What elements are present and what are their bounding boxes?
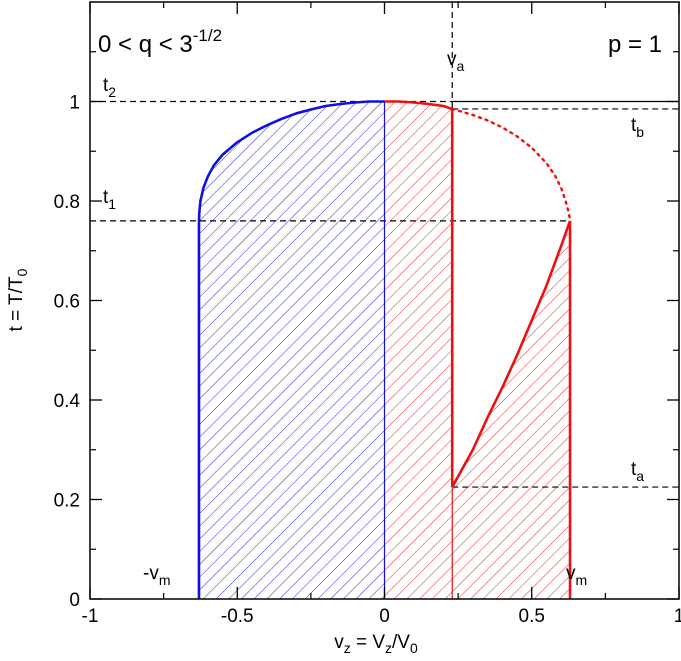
- x-axis-title: vz = Vz/V0: [334, 632, 418, 656]
- annotation-vm: vm: [566, 563, 587, 588]
- y-tick-label: 0.8: [54, 192, 80, 213]
- x-axis-title-mid: = V: [351, 632, 386, 653]
- hatched-regions: [198, 101, 571, 599]
- y-axis-title-main: t = T/T: [6, 276, 27, 331]
- annotation-ta-sub: a: [636, 468, 644, 484]
- blue-hatched-region: [198, 101, 385, 599]
- annotation-vm-main: v: [566, 563, 576, 584]
- x-axis-title-main: v: [334, 632, 344, 653]
- annotation-t1-main: t: [103, 187, 109, 208]
- y-tick-label: 0: [69, 590, 80, 611]
- annotation-neg-vm: -vm: [143, 563, 171, 588]
- x-axis-title-tail-sub: 0: [410, 640, 418, 656]
- y-tick-label: 0.2: [54, 491, 80, 512]
- y-axis-title: t = T/T0: [6, 268, 30, 331]
- x-tick-label: 1: [674, 606, 681, 627]
- annotation-tb-sub: b: [636, 124, 644, 140]
- annotation-va-sub: a: [457, 58, 465, 74]
- annotation-ta-main: t: [631, 459, 637, 480]
- annotation-tb-main: t: [631, 115, 637, 136]
- annotation-t2: t2: [103, 75, 116, 100]
- blue-series-line: [197, 100, 385, 221]
- x-axis-title-mid-sub: z: [385, 640, 392, 656]
- annotation-va: va: [447, 49, 465, 74]
- x-tick-label: -0.5: [221, 606, 254, 627]
- red-hatched-region-outer: [452, 220, 571, 599]
- annotation-neg-vm-sub: m: [159, 572, 171, 588]
- y-tick-label: 1: [69, 93, 80, 114]
- red-series-line: [451, 220, 572, 488]
- annotation-va-main: v: [447, 49, 457, 70]
- axis-ticks: -1 -0.5 0 0.5 1 0 0.2 0.4 0.6 0.8 1: [54, 2, 681, 627]
- annotation-vm-sub: m: [576, 572, 588, 588]
- x-tick-label: 0.5: [519, 606, 545, 627]
- y-tick-label: 0.4: [54, 391, 81, 412]
- x-tick-label: 0: [379, 606, 390, 627]
- annotation-neg-vm-main: -v: [143, 563, 159, 584]
- condition-label-sup: -1/2: [193, 26, 222, 45]
- red-hatched-region-inner: [384, 101, 453, 599]
- p-label: p = 1: [608, 31, 662, 58]
- annotation-t1-sub: 1: [108, 196, 116, 212]
- annotation-t1: t1: [103, 187, 116, 212]
- x-tick-label: -1: [82, 606, 99, 627]
- annotation-tb: tb: [631, 115, 644, 140]
- condition-label-main: 0 < q < 3: [98, 31, 193, 58]
- x-axis-title-main-sub: z: [344, 640, 351, 656]
- annotation-t2-main: t: [103, 75, 109, 96]
- red-series-line: [451, 107, 572, 223]
- series-curves: [197, 100, 572, 599]
- y-axis-title-sub: 0: [14, 268, 30, 276]
- red-series-line: [384, 100, 453, 111]
- annotation-ta: ta: [631, 459, 644, 484]
- annotation-t2-sub: 2: [108, 84, 116, 100]
- y-tick-label: 0.6: [54, 292, 80, 313]
- x-axis-title-tail: /V: [392, 632, 410, 653]
- condition-label: 0 < q < 3-1/2: [98, 26, 222, 58]
